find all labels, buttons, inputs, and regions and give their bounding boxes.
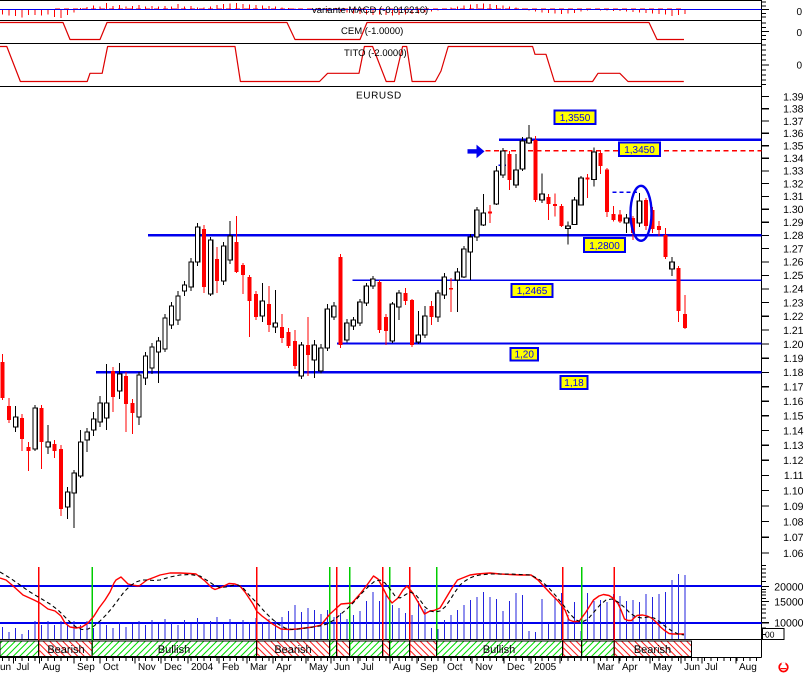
svg-text:1.34: 1.34 bbox=[783, 153, 804, 165]
svg-text:Feb: Feb bbox=[222, 662, 240, 673]
svg-text:variante MACD (-0.016216): variante MACD (-0.016216) bbox=[312, 5, 428, 16]
svg-text:CEM (-1.0000): CEM (-1.0000) bbox=[341, 26, 403, 37]
svg-text:Jul: Jul bbox=[17, 662, 30, 673]
svg-text:1,2465: 1,2465 bbox=[517, 286, 548, 297]
svg-text:1.16: 1.16 bbox=[783, 396, 804, 408]
svg-text:1.38: 1.38 bbox=[783, 104, 804, 116]
svg-text:Aug: Aug bbox=[739, 662, 757, 673]
svg-text:1.31: 1.31 bbox=[783, 191, 804, 203]
svg-text:15000: 15000 bbox=[774, 596, 803, 608]
svg-text:Jun: Jun bbox=[684, 662, 700, 673]
svg-text:1.30: 1.30 bbox=[783, 204, 804, 216]
svg-text:1.29: 1.29 bbox=[783, 217, 804, 229]
svg-text:1,3450: 1,3450 bbox=[624, 145, 655, 156]
svg-text:EURUSD: EURUSD bbox=[356, 91, 402, 102]
svg-text:1.18: 1.18 bbox=[783, 367, 804, 379]
svg-text:Dec: Dec bbox=[507, 662, 525, 673]
svg-text:10000: 10000 bbox=[774, 618, 803, 630]
svg-text:1,2800: 1,2800 bbox=[589, 241, 620, 252]
svg-text:0: 0 bbox=[796, 7, 802, 18]
svg-text:00: 00 bbox=[765, 630, 775, 640]
svg-text:1.24: 1.24 bbox=[783, 284, 804, 296]
svg-text:Apr: Apr bbox=[622, 662, 638, 673]
svg-text:1.27: 1.27 bbox=[783, 243, 804, 255]
svg-text:TITO (-2.0000): TITO (-2.0000) bbox=[344, 48, 407, 59]
svg-text:1.19: 1.19 bbox=[783, 353, 804, 365]
svg-text:1,18: 1,18 bbox=[564, 378, 584, 389]
svg-text:Nov: Nov bbox=[138, 662, 156, 673]
svg-text:Sep: Sep bbox=[420, 662, 438, 673]
svg-text:1.37: 1.37 bbox=[783, 116, 804, 128]
svg-text:Jun: Jun bbox=[334, 662, 350, 673]
svg-text:1.06: 1.06 bbox=[783, 548, 804, 560]
svg-text:1.11: 1.11 bbox=[784, 470, 804, 482]
svg-text:2004: 2004 bbox=[191, 662, 214, 673]
svg-text:Bullish: Bullish bbox=[483, 644, 515, 656]
svg-text:2005: 2005 bbox=[534, 662, 557, 673]
svg-text:Bullish: Bullish bbox=[158, 644, 190, 656]
svg-text:Aug: Aug bbox=[43, 662, 61, 673]
svg-text:1.20: 1.20 bbox=[783, 339, 804, 351]
svg-text:May: May bbox=[653, 662, 672, 673]
svg-text:1.13: 1.13 bbox=[783, 440, 804, 452]
svg-text:Oct: Oct bbox=[103, 662, 119, 673]
svg-text:Aug: Aug bbox=[393, 662, 411, 673]
svg-text:0: 0 bbox=[796, 61, 802, 72]
svg-text:1.33: 1.33 bbox=[783, 166, 804, 178]
svg-text:20000: 20000 bbox=[774, 581, 803, 593]
svg-text:1.09: 1.09 bbox=[783, 501, 804, 513]
svg-text:1.07: 1.07 bbox=[783, 532, 804, 544]
svg-text:Sep: Sep bbox=[77, 662, 95, 673]
svg-text:Jul: Jul bbox=[705, 662, 718, 673]
svg-text:Jun: Jun bbox=[0, 662, 11, 673]
svg-text:1,20: 1,20 bbox=[514, 349, 534, 360]
svg-text:Mar: Mar bbox=[250, 662, 268, 673]
svg-text:1.26: 1.26 bbox=[783, 257, 804, 269]
svg-text:Nov: Nov bbox=[475, 662, 493, 673]
svg-text:1.10: 1.10 bbox=[783, 485, 804, 497]
svg-text:1.22: 1.22 bbox=[783, 311, 804, 323]
svg-text:1.12: 1.12 bbox=[783, 455, 804, 467]
svg-text:Apr: Apr bbox=[276, 662, 292, 673]
svg-text:1,3550: 1,3550 bbox=[560, 113, 591, 124]
svg-text:0: 0 bbox=[796, 28, 802, 39]
svg-text:1.32: 1.32 bbox=[783, 178, 804, 190]
svg-text:Jul: Jul bbox=[361, 662, 374, 673]
svg-text:1.39: 1.39 bbox=[783, 91, 804, 103]
svg-text:1.21: 1.21 bbox=[783, 325, 804, 337]
svg-text:1.15: 1.15 bbox=[783, 411, 804, 423]
svg-text:Bearish: Bearish bbox=[634, 644, 671, 656]
svg-text:1.17: 1.17 bbox=[783, 382, 804, 394]
svg-text:1.36: 1.36 bbox=[783, 128, 804, 140]
svg-text:Dec: Dec bbox=[164, 662, 182, 673]
svg-text:1.14: 1.14 bbox=[783, 425, 804, 437]
svg-text:Mar: Mar bbox=[597, 662, 615, 673]
svg-text:1.35: 1.35 bbox=[783, 141, 804, 153]
svg-text:Bearish: Bearish bbox=[47, 644, 84, 656]
svg-text:Bearish: Bearish bbox=[274, 644, 311, 656]
svg-text:1.08: 1.08 bbox=[783, 516, 804, 528]
svg-text:1.28: 1.28 bbox=[783, 230, 804, 242]
svg-text:1.23: 1.23 bbox=[783, 297, 804, 309]
svg-text:1.25: 1.25 bbox=[783, 270, 804, 282]
svg-text:May: May bbox=[309, 662, 328, 673]
svg-text:Oct: Oct bbox=[447, 662, 463, 673]
